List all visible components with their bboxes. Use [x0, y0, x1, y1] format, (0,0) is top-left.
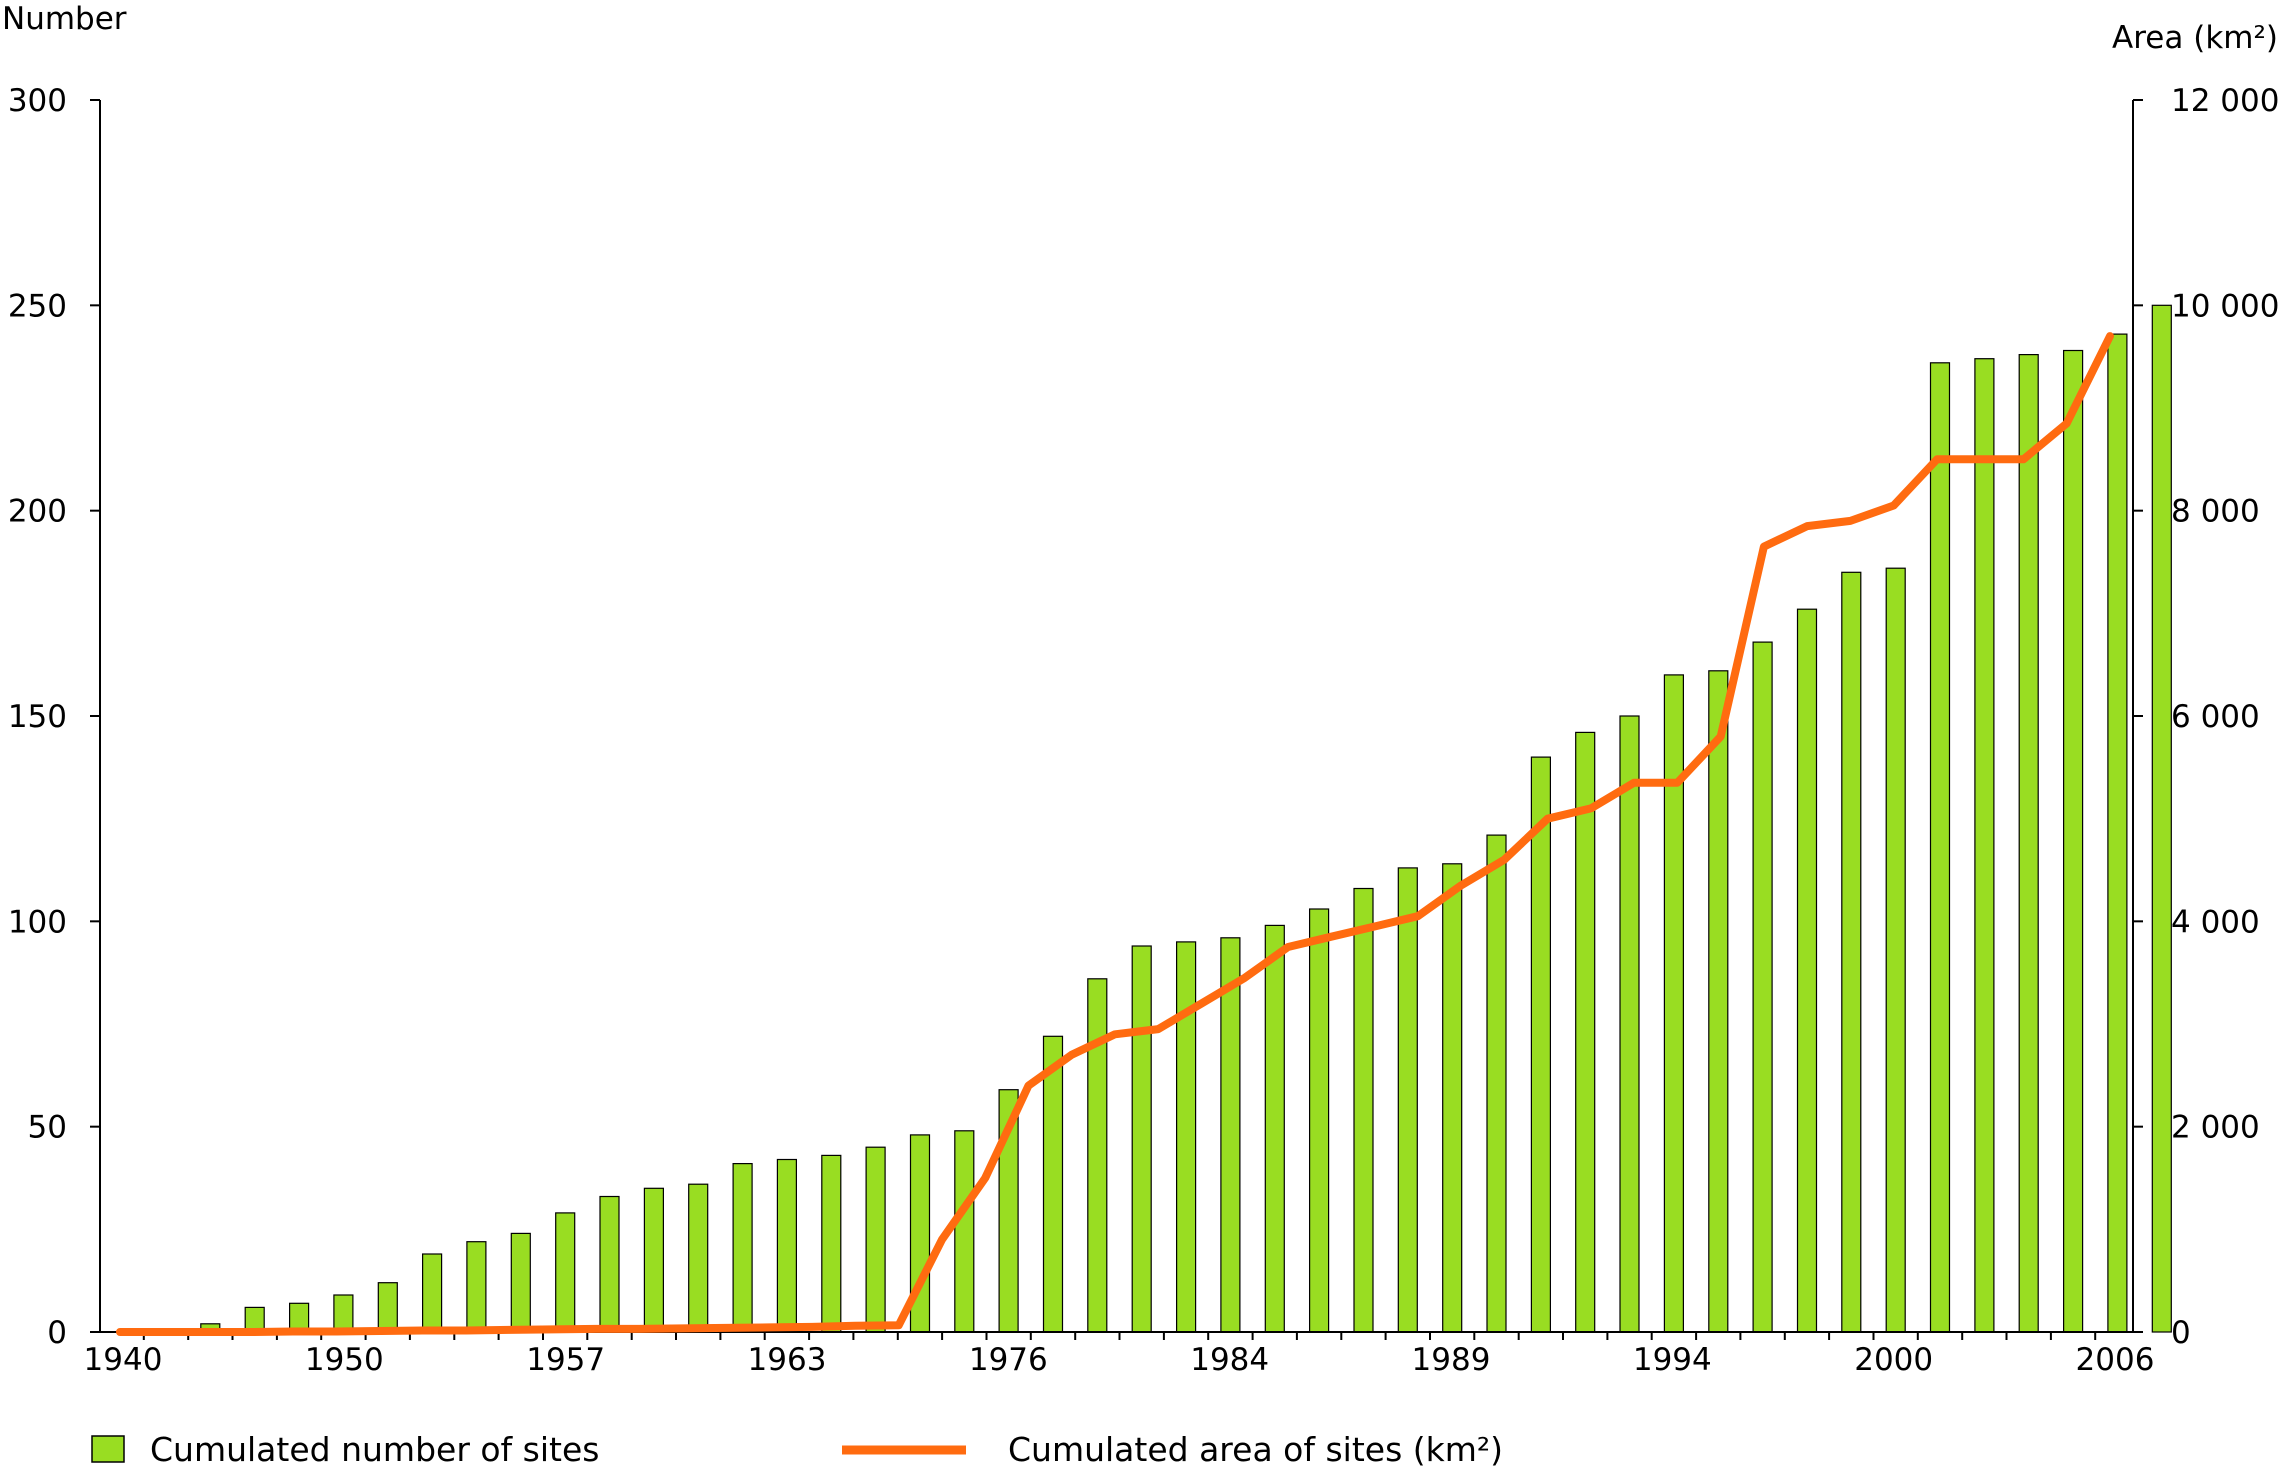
- left-tick-label: 0: [47, 1315, 67, 1351]
- x-tick-label: 1994: [1633, 1342, 1712, 1378]
- bar: [1264, 924, 1285, 1333]
- x-tick-label: 1940: [84, 1342, 163, 1378]
- bar: [1486, 834, 1507, 1333]
- left-tick-label: 150: [8, 699, 67, 735]
- bar: [1308, 908, 1330, 1333]
- right-tick-label: 10 000: [2171, 288, 2279, 324]
- bar: [1353, 887, 1374, 1333]
- x-tick-label: 1989: [1412, 1342, 1491, 1378]
- bar: [1929, 362, 1951, 1333]
- line-series: [116, 332, 2114, 1336]
- bar: [1220, 937, 1241, 1333]
- right-tick-label: 8 000: [2171, 494, 2260, 530]
- left-tick-label: 50: [28, 1110, 67, 1146]
- bar: [2018, 354, 2039, 1333]
- x-tick-label: 1950: [305, 1342, 384, 1378]
- bar: [466, 1241, 487, 1333]
- bar: [1042, 1035, 1064, 1333]
- bar: [643, 1187, 665, 1333]
- bar: [1752, 641, 1773, 1333]
- legend: Cumulated number of sites Cumulated area…: [91, 1430, 1503, 1469]
- bar: [1397, 867, 1418, 1333]
- bar: [688, 1183, 709, 1333]
- x-tick-label: 1957: [526, 1342, 605, 1378]
- legend-line-label: Cumulated area of sites (km²): [1008, 1430, 1503, 1469]
- bar: [1087, 978, 1108, 1333]
- x-tick-label: 2006: [2076, 1342, 2155, 1378]
- right-axis-ticks: 0 2 000 4 000 6 000 8 000 10 000 12 000: [2133, 83, 2279, 1351]
- right-axis-title: Area (km²): [2112, 20, 2278, 56]
- bar: [1131, 945, 1152, 1333]
- bar: [865, 1146, 886, 1333]
- bar: [1841, 571, 1862, 1333]
- bar-series: [200, 304, 2172, 1333]
- x-tick-label: 1976: [969, 1342, 1048, 1378]
- bar: [1575, 731, 1596, 1333]
- bar: [1663, 674, 1685, 1333]
- bar: [1708, 670, 1729, 1333]
- bar: [2107, 333, 2128, 1333]
- bar: [599, 1195, 620, 1333]
- x-tick-label: 1984: [1190, 1342, 1269, 1378]
- bar: [2063, 349, 2084, 1333]
- bar: [510, 1232, 531, 1333]
- bar: [776, 1158, 798, 1333]
- legend-bar-label: Cumulated number of sites: [150, 1430, 599, 1469]
- x-tick-label: 2000: [1854, 1342, 1933, 1378]
- bar: [1175, 941, 1197, 1333]
- bar: [954, 1130, 975, 1333]
- bar: [1442, 863, 1463, 1333]
- left-tick-label: 250: [8, 288, 67, 324]
- bar: [2151, 304, 2172, 1333]
- bar: [1796, 608, 1818, 1333]
- left-axis-title: Number: [2, 1, 127, 37]
- right-tick-label: 4 000: [2171, 904, 2260, 940]
- bar: [333, 1294, 354, 1333]
- bar: [1974, 358, 1995, 1333]
- right-tick-label: 2 000: [2171, 1110, 2260, 1146]
- bar: [732, 1162, 753, 1333]
- legend-bar-swatch: [91, 1435, 125, 1463]
- right-tick-label: 12 000: [2171, 83, 2279, 119]
- right-tick-label: 0: [2171, 1315, 2191, 1351]
- axes: [99, 100, 2134, 1333]
- bar: [377, 1282, 398, 1333]
- right-tick-label: 6 000: [2171, 699, 2260, 735]
- left-tick-label: 300: [8, 83, 67, 119]
- area-line: [116, 332, 2114, 1336]
- left-axis-ticks: 0 50 100 150 200 250 300: [8, 83, 100, 1351]
- left-tick-label: 200: [8, 494, 67, 530]
- bar: [1530, 756, 1552, 1333]
- bar: [1619, 715, 1640, 1333]
- bar: [422, 1253, 443, 1333]
- bar: [1885, 567, 1906, 1333]
- left-tick-label: 100: [8, 904, 67, 940]
- x-axis-ticks: 1940 1950 1957 1963 1976 1984 1989 1994 2000 2006: [84, 1332, 2155, 1378]
- bar: [555, 1212, 576, 1333]
- bar: [821, 1154, 842, 1333]
- x-tick-label: 1963: [748, 1342, 827, 1378]
